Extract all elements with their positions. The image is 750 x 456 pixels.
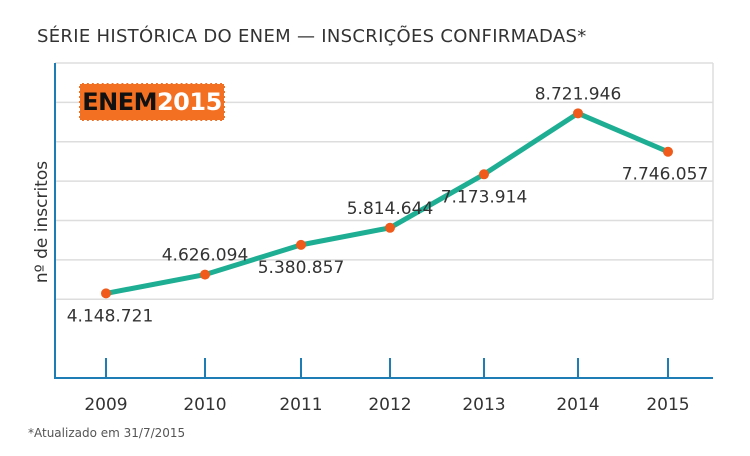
- logo-text-enem: ENEM: [82, 88, 157, 116]
- logo-text-year: 2015: [156, 88, 222, 116]
- data-point: [385, 222, 395, 233]
- enem-logo: ENEM 2015: [79, 83, 225, 121]
- data-label: 5.814.644: [347, 199, 434, 219]
- x-tick-label: 2014: [556, 395, 599, 415]
- x-tick-label: 2010: [183, 395, 226, 415]
- chart-title: SÉRIE HISTÓRICA DO ENEM — INSCRIÇÕES CON…: [37, 26, 587, 47]
- data-point: [296, 239, 306, 250]
- data-label: 7.746.057: [622, 165, 709, 185]
- data-label: 4.148.721: [67, 306, 154, 326]
- x-tick-label: 2012: [368, 395, 411, 415]
- x-tick-label: 2015: [646, 395, 689, 415]
- data-point: [200, 269, 210, 280]
- data-point: [479, 169, 489, 180]
- data-point: [101, 288, 111, 299]
- data-point: [573, 108, 583, 119]
- x-tick-label: 2011: [279, 395, 322, 415]
- x-tick-label: 2013: [462, 395, 505, 415]
- data-label: 8.721.946: [535, 84, 622, 104]
- data-label: 7.173.914: [441, 187, 528, 207]
- data-point: [663, 146, 673, 157]
- x-tick-label: 2009: [84, 395, 127, 415]
- data-label: 4.626.094: [162, 246, 249, 266]
- footnote: *Atualizado em 31/7/2015: [28, 426, 186, 440]
- y-axis-label: nº de inscritos: [32, 161, 52, 283]
- data-label: 5.380.857: [258, 258, 345, 278]
